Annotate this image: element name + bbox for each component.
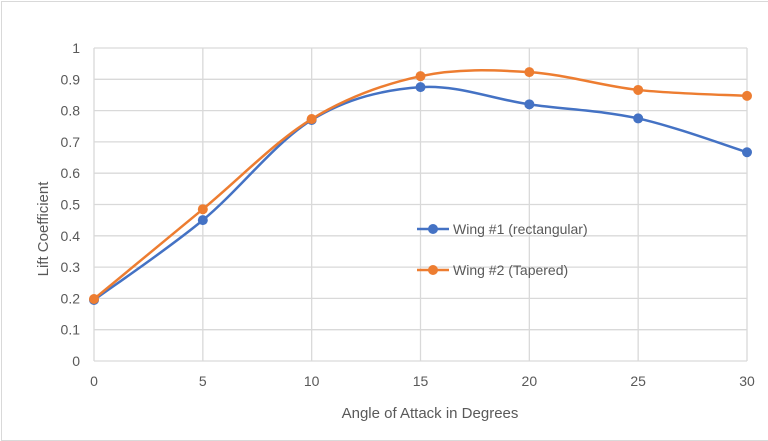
- y-tick-label: 0.5: [61, 197, 81, 213]
- x-tick-label: 10: [304, 373, 320, 389]
- legend-label-wing-2: Wing #2 (Tapered): [453, 262, 568, 278]
- y-tick-label: 0.6: [61, 165, 81, 181]
- y-tick-label: 0.3: [61, 259, 81, 275]
- x-tick-label: 25: [630, 373, 646, 389]
- legend: Wing #1 (rectangular) Wing #2 (Tapered): [417, 221, 588, 278]
- gridlines: [93, 47, 748, 362]
- y-tick-label: 0.9: [61, 71, 81, 87]
- x-tick-label: 0: [90, 373, 98, 389]
- y-tick-label: 0.8: [61, 103, 81, 119]
- y-tick-label: 1: [72, 40, 80, 56]
- y-tick-label: 0.1: [61, 322, 81, 338]
- x-tick-label: 20: [522, 373, 538, 389]
- x-tick-label: 15: [413, 373, 429, 389]
- data-point-marker: [415, 82, 426, 93]
- data-point-marker: [742, 147, 752, 158]
- data-point-marker: [524, 67, 535, 78]
- x-axis-label: Angle of Attack in Degrees: [342, 405, 519, 422]
- y-axis-ticks: 0 0.1 0.2 0.3 0.4 0.5 0.6 0.7 0.8 0.9 1: [61, 40, 81, 369]
- data-point-marker: [633, 113, 644, 124]
- legend-item-wing-1: Wing #1 (rectangular): [417, 221, 588, 237]
- series-2: [89, 67, 752, 305]
- legend-label-wing-1: Wing #1 (rectangular): [453, 221, 588, 237]
- y-tick-label: 0.7: [61, 134, 81, 150]
- data-point-marker: [633, 84, 644, 95]
- x-tick-label: 5: [199, 373, 207, 389]
- y-tick-label: 0: [72, 353, 80, 369]
- data-point-marker: [742, 90, 752, 101]
- data-point-marker: [306, 114, 317, 125]
- series-lines: [89, 67, 752, 305]
- legend-marker-icon: [428, 265, 438, 275]
- y-tick-label: 0.2: [61, 290, 81, 306]
- y-axis-label: Lift Coefficient: [35, 181, 52, 277]
- legend-item-wing-2: Wing #2 (Tapered): [417, 262, 568, 278]
- data-point-marker: [197, 204, 208, 215]
- x-tick-label: 30: [739, 373, 755, 389]
- legend-marker-icon: [428, 224, 438, 234]
- line-chart: 0 0.1 0.2 0.3 0.4 0.5 0.6 0.7 0.8 0.9 1 0 5 10 15 20 25…: [35, 40, 755, 422]
- x-axis-ticks: 0 5 10 15 20 25 30: [90, 373, 755, 389]
- data-point-marker: [197, 215, 208, 226]
- data-point-marker: [89, 294, 99, 305]
- data-point-marker: [415, 71, 426, 82]
- y-tick-label: 0.4: [61, 228, 81, 244]
- data-point-marker: [524, 99, 535, 110]
